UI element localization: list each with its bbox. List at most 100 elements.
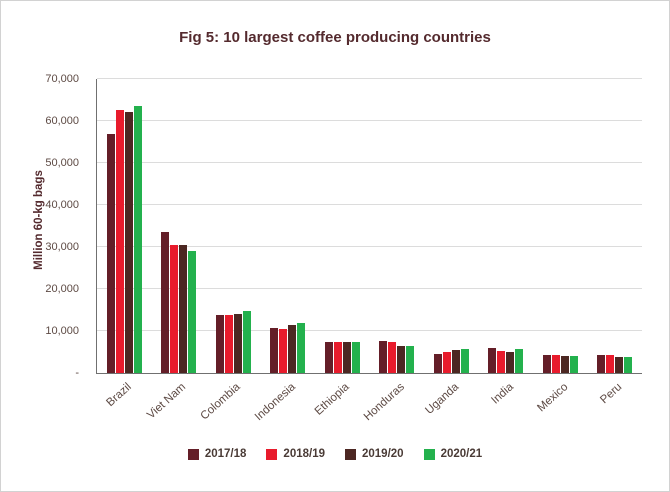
y-tick-label: 30,000	[45, 241, 79, 253]
x-label-cell: India	[478, 375, 533, 437]
bar-group-india	[479, 79, 534, 373]
legend-item: 2019/20	[345, 448, 404, 460]
gridline	[97, 204, 642, 205]
bar	[506, 352, 515, 373]
bar	[233, 313, 242, 373]
bar	[133, 106, 142, 373]
gridline	[97, 78, 642, 79]
bar	[297, 322, 306, 373]
legend-item: 2018/19	[266, 448, 325, 460]
bar	[515, 349, 524, 373]
x-axis-label: Ethiopia	[313, 381, 353, 418]
x-label-cell: Colombia	[199, 375, 260, 437]
bar	[542, 354, 551, 373]
gridline	[97, 288, 642, 289]
x-axis-label: Honduras	[361, 381, 407, 424]
y-tick-label: 70,000	[45, 73, 79, 85]
bar-group-viet-nam	[152, 79, 207, 373]
x-label-cell: Ethiopia	[313, 375, 369, 437]
x-label-cell: Honduras	[361, 375, 424, 437]
bar	[569, 355, 578, 373]
legend-item: 2017/18	[187, 448, 247, 460]
bar	[560, 356, 569, 373]
bar	[242, 311, 251, 373]
bar	[551, 354, 560, 373]
gridline	[97, 120, 642, 121]
bar	[170, 244, 179, 373]
x-axis-label: Viet Nam	[145, 381, 189, 422]
x-label-cell: Brazil	[96, 375, 151, 437]
bar	[270, 328, 279, 373]
legend-swatch	[266, 448, 278, 460]
bar	[351, 341, 360, 373]
bar	[342, 341, 351, 373]
y-tick-label: 50,000	[45, 157, 79, 169]
bar	[488, 348, 497, 373]
bar-group-indonesia	[261, 79, 316, 373]
bar	[324, 341, 333, 373]
x-axis-label: Mexico	[534, 381, 571, 415]
bar	[288, 324, 297, 373]
bar	[624, 357, 633, 373]
bar-group-colombia	[206, 79, 261, 373]
bar	[333, 341, 342, 373]
legend-label: 2018/19	[283, 448, 325, 460]
y-tick-label: 10,000	[45, 325, 79, 338]
bar	[379, 340, 388, 373]
x-axis-labels: Brazil Viet Nam Colombia Indonesia Ethiopia H…	[96, 375, 641, 437]
bar	[606, 354, 615, 373]
bar	[451, 349, 460, 373]
bar	[497, 351, 506, 373]
bar-group-mexico	[533, 79, 588, 373]
gridline	[97, 246, 642, 247]
x-axis-label: Indonesia	[252, 381, 298, 424]
bar-group-brazil	[97, 79, 152, 373]
bar	[442, 351, 451, 373]
y-tick-label: -	[75, 367, 79, 379]
x-label-cell: Peru	[587, 375, 642, 437]
bar	[188, 251, 197, 373]
bar-group-ethiopia	[315, 79, 370, 373]
bar-series-container	[97, 79, 642, 373]
bar	[388, 342, 397, 373]
bar	[406, 346, 415, 373]
legend-swatch	[423, 448, 435, 460]
legend-swatch	[345, 448, 356, 460]
x-axis-label: India	[488, 381, 516, 407]
bar	[106, 133, 115, 373]
chart-title: Fig 5: 10 largest coffee producing count…	[179, 29, 491, 46]
x-axis-label: Peru	[598, 381, 625, 407]
legend-label: 2020/21	[440, 448, 483, 460]
x-label-cell: Uganda	[423, 375, 478, 437]
bar-group-honduras	[370, 79, 425, 373]
legend-swatch	[187, 448, 199, 460]
bar	[597, 354, 606, 373]
plot-area	[96, 78, 642, 374]
x-label-cell: Viet Nam	[145, 375, 206, 437]
bar	[224, 314, 233, 373]
gridline	[97, 162, 642, 163]
legend-label: 2019/20	[362, 448, 404, 460]
legend-label: 2017/18	[204, 448, 247, 460]
bar-group-peru	[588, 79, 643, 373]
bar-group-uganda	[424, 79, 479, 373]
y-tick-label: 20,000	[45, 283, 79, 296]
bar	[397, 345, 406, 373]
x-label-cell: Mexico	[532, 375, 587, 437]
bar	[179, 245, 188, 373]
bar	[115, 109, 124, 373]
gridline	[97, 330, 642, 331]
bar	[460, 348, 469, 373]
x-axis-label: Colombia	[198, 381, 244, 423]
y-axis-tick-labels: 70,000 60,000 50,000 40,000 30,000 20,000 10,0…	[1, 73, 89, 379]
bar	[124, 111, 133, 373]
y-tick-label: 60,000	[45, 115, 79, 127]
bar	[215, 314, 224, 373]
bar	[279, 329, 288, 373]
bar	[161, 232, 170, 373]
legend: 2017/18 2018/19 2019/20 2020/21	[1, 448, 669, 460]
x-axis-label: Brazil	[104, 381, 135, 410]
bar	[615, 357, 624, 373]
bar	[433, 354, 442, 373]
